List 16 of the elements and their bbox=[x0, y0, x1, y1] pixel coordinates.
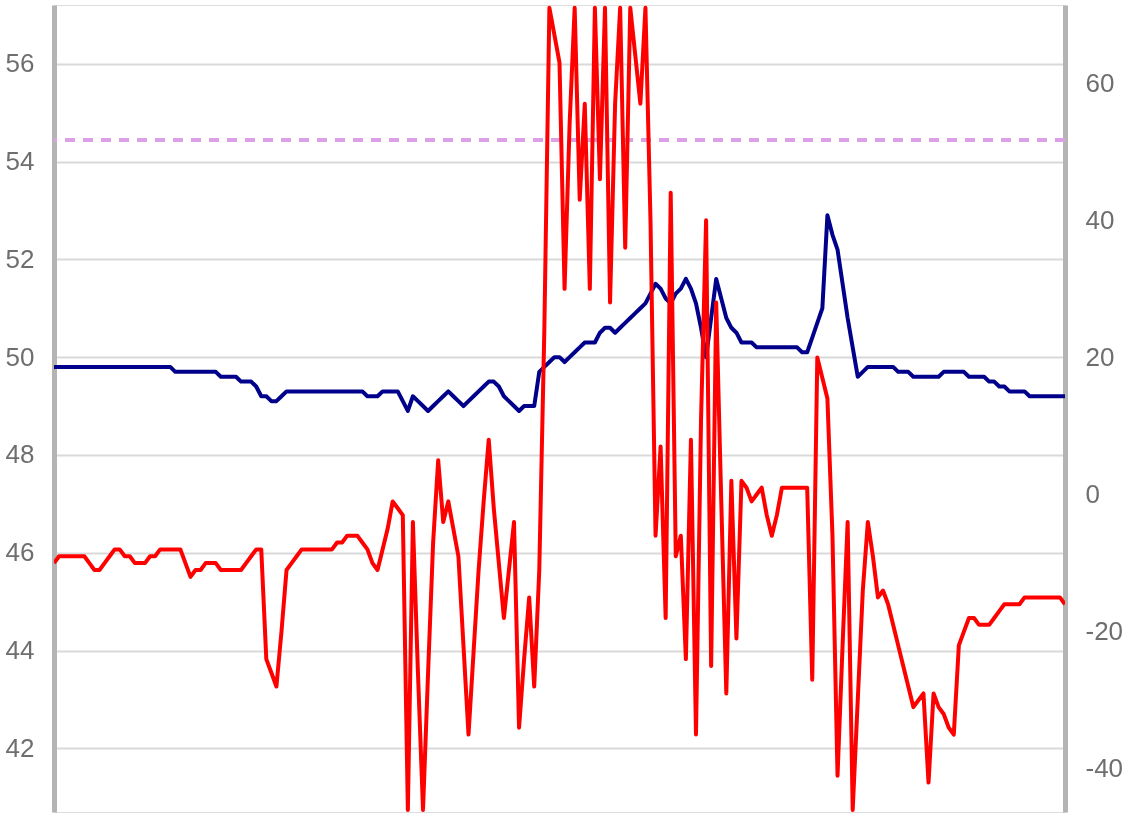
y-tick-label: 54 bbox=[5, 146, 35, 177]
y2-tick-label: 60 bbox=[1085, 67, 1115, 98]
line-series bbox=[54, 5, 1065, 812]
y-tick-label: 50 bbox=[5, 341, 35, 372]
line-series bbox=[54, 213, 1065, 413]
y2-tick-label: -20 bbox=[1085, 616, 1124, 647]
y2-tick-label: 20 bbox=[1085, 341, 1115, 372]
y2-tick-label: -40 bbox=[1085, 753, 1124, 784]
y-tick-label: 42 bbox=[5, 732, 35, 763]
y-tick-label: 52 bbox=[5, 243, 35, 274]
y-tick-label: 56 bbox=[5, 48, 35, 79]
y-tick-label: 44 bbox=[5, 635, 35, 666]
y-tick-label: 48 bbox=[5, 439, 35, 470]
y2-tick-label: 40 bbox=[1085, 204, 1115, 235]
y-tick-label: 46 bbox=[5, 537, 35, 568]
y2-tick-label: 0 bbox=[1085, 479, 1100, 510]
